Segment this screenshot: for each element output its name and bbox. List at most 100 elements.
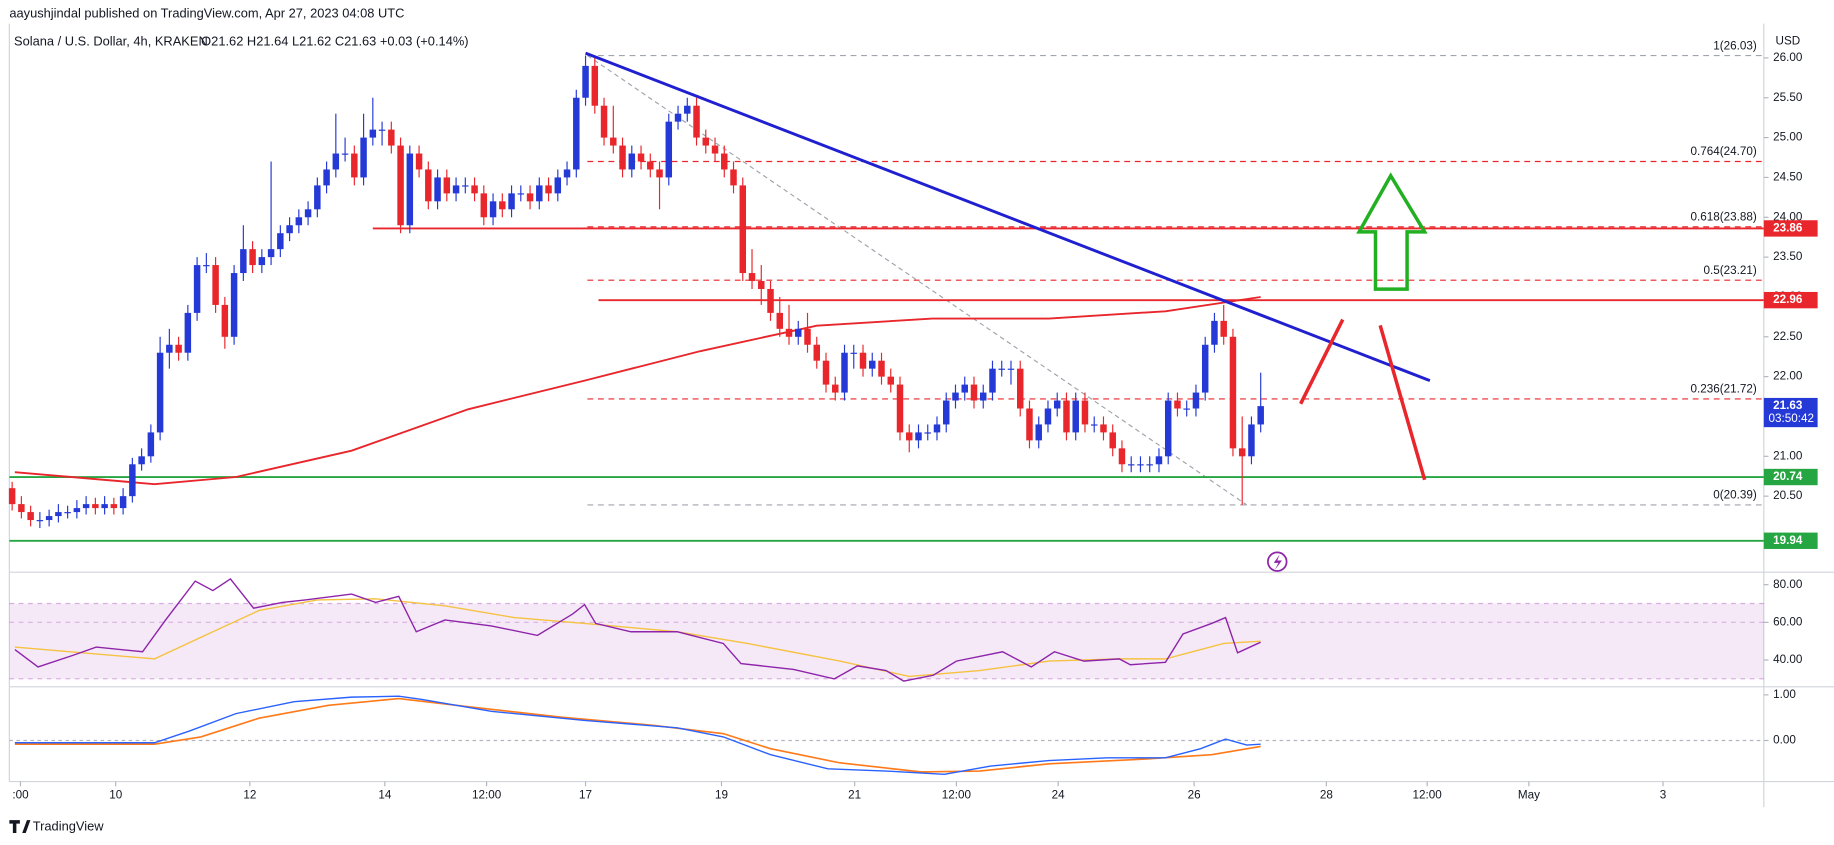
candle-body bbox=[545, 185, 552, 194]
candle-body bbox=[1137, 464, 1144, 466]
candle-body bbox=[230, 273, 238, 337]
candle-body bbox=[378, 129, 386, 131]
candle-body bbox=[517, 193, 525, 195]
y-tick-label: 21.00 bbox=[1773, 449, 1803, 462]
candle-body bbox=[73, 508, 81, 513]
countdown-label: 03:50:42 bbox=[1769, 412, 1815, 425]
candle-body bbox=[850, 352, 857, 354]
candle-body bbox=[45, 516, 53, 521]
candle-body bbox=[1016, 368, 1024, 409]
macd-tick-label: 1.00 bbox=[1773, 688, 1796, 701]
candle-body bbox=[933, 424, 941, 433]
x-tick-label: 28 bbox=[1320, 789, 1333, 802]
candle-body bbox=[351, 153, 358, 178]
candle-body bbox=[859, 352, 867, 369]
candle-body bbox=[952, 392, 959, 401]
level-price-label: 23.86 bbox=[1773, 222, 1803, 235]
candle-body bbox=[785, 328, 793, 337]
candle-body bbox=[92, 504, 99, 509]
candle-body bbox=[748, 273, 756, 282]
candle-body bbox=[221, 304, 229, 337]
candle-body bbox=[776, 312, 784, 329]
candle-body bbox=[684, 105, 691, 114]
fib-label: 0.5(23.21) bbox=[1704, 264, 1757, 277]
candle-body bbox=[628, 153, 636, 170]
candle-body bbox=[119, 496, 127, 509]
x-tick-label: 3 bbox=[1660, 789, 1667, 802]
candle-body bbox=[360, 137, 367, 178]
red-down-arrow-line bbox=[1378, 324, 1427, 481]
candle-body bbox=[878, 360, 885, 377]
candle-body bbox=[314, 185, 321, 210]
x-tick-label: 19 bbox=[715, 789, 728, 802]
candle-body bbox=[82, 504, 90, 509]
macd-line bbox=[14, 695, 1261, 776]
y-tick-label: 25.50 bbox=[1773, 91, 1803, 104]
candle-body bbox=[175, 344, 182, 353]
candle-body bbox=[693, 105, 700, 138]
candle-body bbox=[1211, 320, 1218, 345]
candle-body bbox=[323, 169, 330, 186]
candle-body bbox=[813, 344, 820, 361]
candle-body bbox=[1127, 464, 1135, 466]
rsi-tick-label: 80.00 bbox=[1773, 578, 1803, 591]
candle-body bbox=[193, 265, 201, 313]
moving-average bbox=[14, 296, 1261, 486]
level-price-label: 22.96 bbox=[1773, 293, 1803, 306]
candle-body bbox=[915, 432, 922, 441]
x-tick-label: 14 bbox=[378, 789, 392, 802]
fib-label: 0(20.39) bbox=[1713, 489, 1757, 502]
candle-body bbox=[1035, 424, 1042, 441]
candle-body bbox=[711, 145, 719, 154]
candle-body bbox=[1090, 424, 1098, 426]
candle-body bbox=[730, 169, 737, 186]
candle-body bbox=[267, 249, 275, 258]
candle-body bbox=[980, 392, 987, 401]
candle-body bbox=[1192, 392, 1200, 409]
x-tick-label: 17 bbox=[579, 789, 592, 802]
candle-body bbox=[101, 504, 108, 509]
rsi-tick-label: 60.00 bbox=[1773, 615, 1803, 628]
candle-body bbox=[758, 281, 765, 289]
symbol-title: Solana / U.S. Dollar, 4h, KRAKEN bbox=[14, 34, 208, 49]
y-tick-label: 23.50 bbox=[1773, 250, 1803, 263]
y-tick-label: 24.50 bbox=[1773, 171, 1803, 184]
candle-body bbox=[499, 201, 506, 210]
candle-body bbox=[1109, 432, 1116, 449]
candle-body bbox=[64, 512, 71, 514]
candle-body bbox=[27, 512, 34, 521]
candle-body bbox=[156, 352, 164, 433]
candle-body bbox=[489, 201, 497, 218]
candle-body bbox=[887, 376, 894, 385]
level-price-box bbox=[1763, 468, 1818, 486]
candle-body bbox=[906, 432, 913, 441]
y-tick-label: 20.50 bbox=[1773, 489, 1803, 502]
candle-body bbox=[998, 368, 1005, 370]
candle-body bbox=[1026, 408, 1033, 441]
candle-body bbox=[1257, 406, 1264, 425]
candle-body bbox=[277, 233, 284, 250]
green-up-arrow bbox=[1356, 172, 1428, 291]
candle-body bbox=[184, 312, 192, 353]
last-price-box bbox=[1763, 397, 1818, 428]
candle-body bbox=[961, 384, 968, 393]
candle-body bbox=[295, 217, 303, 226]
candle-body bbox=[1053, 400, 1061, 409]
candle-body bbox=[610, 137, 617, 146]
candle-body bbox=[434, 177, 441, 202]
candle-body bbox=[702, 137, 710, 146]
event-icon[interactable] bbox=[1267, 551, 1288, 572]
candle-body bbox=[869, 360, 876, 369]
candle-body bbox=[1146, 464, 1153, 466]
x-tick-label: 12:00 bbox=[472, 789, 502, 802]
level-price-box bbox=[1763, 291, 1818, 309]
publish-header: aayushjindal published on TradingView.co… bbox=[9, 6, 404, 21]
candle-body bbox=[203, 265, 210, 267]
candle-body bbox=[721, 153, 728, 170]
y-tick-label: 26.00 bbox=[1773, 51, 1803, 64]
fib-label: 1(26.03) bbox=[1713, 39, 1757, 52]
candle-body bbox=[573, 97, 580, 170]
x-tick-label: 12 bbox=[243, 789, 256, 802]
candle-body bbox=[1007, 368, 1015, 370]
candle-body bbox=[795, 328, 802, 337]
